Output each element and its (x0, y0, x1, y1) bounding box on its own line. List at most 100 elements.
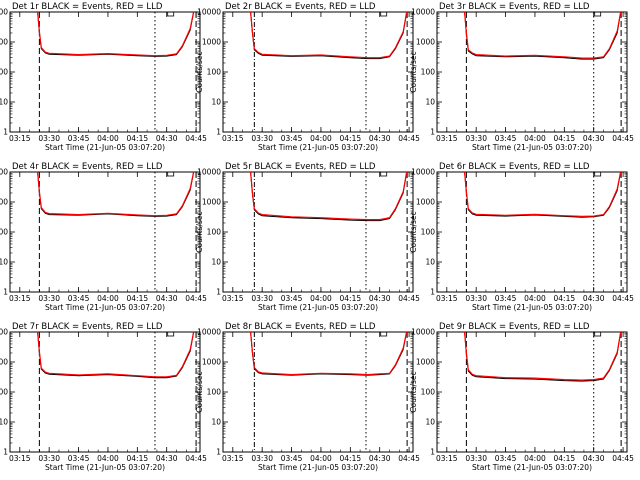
top-marker (594, 171, 602, 177)
x-tick-label: 04:15 (340, 294, 362, 303)
x-tick-label: 03:30 (251, 454, 273, 463)
series-group (250, 172, 408, 222)
top-marker (380, 171, 388, 177)
series-lld-line (37, 332, 195, 378)
y-tick-label: 10 (425, 98, 435, 107)
top-marker (167, 331, 175, 337)
series-group (37, 12, 195, 57)
series-group (464, 172, 622, 218)
plot-panel-7: Det 7r BLACK = Events, RED = LLD 1 10 100 10… (0, 322, 207, 472)
x-tick-label: 03:45 (281, 134, 303, 143)
x-tick-label: 03:30 (38, 294, 60, 303)
series-events-line (250, 172, 408, 222)
x-tick-label: 03:15 (9, 134, 31, 143)
x-tick-label: 04:30 (369, 134, 391, 143)
y-tick-label: 1 (216, 448, 221, 457)
plot-frame (9, 171, 201, 293)
x-axis-label: Start Time (21-Jun-05 03:07:20) (472, 463, 592, 472)
y-tick-label: 1000 (202, 198, 221, 207)
series-group (464, 332, 622, 382)
x-tick-label: 03:45 (495, 134, 517, 143)
x-tick-label: 04:15 (127, 454, 149, 463)
y-tick-label: 10 (0, 418, 8, 427)
x-tick-label: 03:45 (495, 454, 517, 463)
plot-title: Det 3r BLACK = Events, RED = LLD (439, 2, 590, 12)
y-axis-label: Counts/sec (409, 51, 418, 92)
x-tick-label: 04:15 (554, 454, 576, 463)
y-tick-label: 100 (207, 228, 222, 237)
x-tick-label: 03:15 (222, 294, 244, 303)
series-events-line (464, 332, 622, 382)
series-lld-line (464, 12, 622, 59)
y-tick-label: 1 (430, 128, 435, 137)
series-lld-line (250, 332, 408, 376)
y-axis-label: Counts/sec (409, 211, 418, 252)
y-tick-label: 100 (207, 68, 222, 77)
x-tick-label: 04:30 (583, 454, 605, 463)
y-tick-label: 1 (3, 128, 8, 137)
y-tick-label: 10000 (197, 8, 221, 17)
x-axis-label: Start Time (21-Jun-05 03:07:20) (258, 463, 378, 472)
plot-frame (222, 171, 414, 293)
y-tick-label: 1 (216, 128, 221, 137)
x-tick-label: 03:30 (465, 454, 487, 463)
y-tick-label: 1 (430, 448, 435, 457)
series-events-line (37, 172, 195, 217)
plot-title: Det 6r BLACK = Events, RED = LLD (439, 162, 590, 172)
y-tick-label: 100 (0, 388, 8, 397)
series-group (250, 332, 408, 376)
x-axis-label: Start Time (21-Jun-05 03:07:20) (258, 143, 378, 152)
x-tick-label: 03:45 (68, 134, 90, 143)
y-tick-label: 100 (421, 228, 436, 237)
top-marker (380, 11, 388, 17)
y-axis-label: Counts/sec (195, 51, 204, 92)
x-tick-label: 03:30 (251, 134, 273, 143)
series-group (464, 12, 622, 60)
plot-panel-5: Det 5r BLACK = Events, RED = LLD 1 10 100 10… (195, 162, 420, 312)
y-tick-label: 10 (0, 258, 8, 267)
plot-title: Det 1r BLACK = Events, RED = LLD (12, 2, 163, 12)
x-tick-label: 04:45 (185, 294, 207, 303)
x-axis-label: Start Time (21-Jun-05 03:07:20) (45, 303, 165, 312)
plot-title: Det 8r BLACK = Events, RED = LLD (225, 322, 376, 332)
series-events-line (37, 332, 195, 379)
series-group (250, 12, 408, 60)
y-tick-label: 1000 (416, 38, 435, 47)
y-tick-label: 10000 (197, 328, 221, 337)
plot-panel-1: Det 1r BLACK = Events, RED = LLD 1 10 100 10… (0, 2, 207, 152)
y-tick-label: 10000 (411, 8, 435, 17)
x-tick-label: 03:45 (281, 294, 303, 303)
x-tick-label: 04:45 (185, 134, 207, 143)
x-tick-label: 04:15 (127, 294, 149, 303)
x-tick-label: 04:45 (398, 454, 420, 463)
x-tick-label: 03:30 (38, 134, 60, 143)
y-tick-label: 1000 (0, 198, 8, 207)
plot-frame (9, 331, 201, 453)
x-tick-label: 04:30 (156, 454, 178, 463)
plot-frame (436, 331, 628, 453)
series-lld-line (250, 172, 408, 221)
series-lld-line (250, 12, 408, 59)
x-tick-label: 04:45 (612, 294, 634, 303)
top-marker (167, 11, 175, 17)
y-tick-label: 1000 (202, 358, 221, 367)
series-lld-line (464, 172, 622, 218)
plot-frame (436, 11, 628, 133)
x-tick-label: 04:45 (612, 134, 634, 143)
x-tick-label: 03:15 (9, 454, 31, 463)
y-tick-label: 1 (216, 288, 221, 297)
x-tick-label: 04:45 (185, 454, 207, 463)
y-tick-label: 1000 (416, 198, 435, 207)
series-group (37, 172, 195, 217)
series-events-line (37, 12, 195, 57)
plot-frame (9, 11, 201, 133)
top-marker (594, 11, 602, 17)
x-tick-label: 03:45 (281, 454, 303, 463)
x-axis-label: Start Time (21-Jun-05 03:07:20) (472, 303, 592, 312)
x-tick-label: 04:15 (554, 134, 576, 143)
series-lld-line (37, 172, 195, 217)
x-tick-label: 04:00 (310, 454, 332, 463)
x-tick-label: 03:15 (222, 134, 244, 143)
plot-frame (436, 171, 628, 293)
